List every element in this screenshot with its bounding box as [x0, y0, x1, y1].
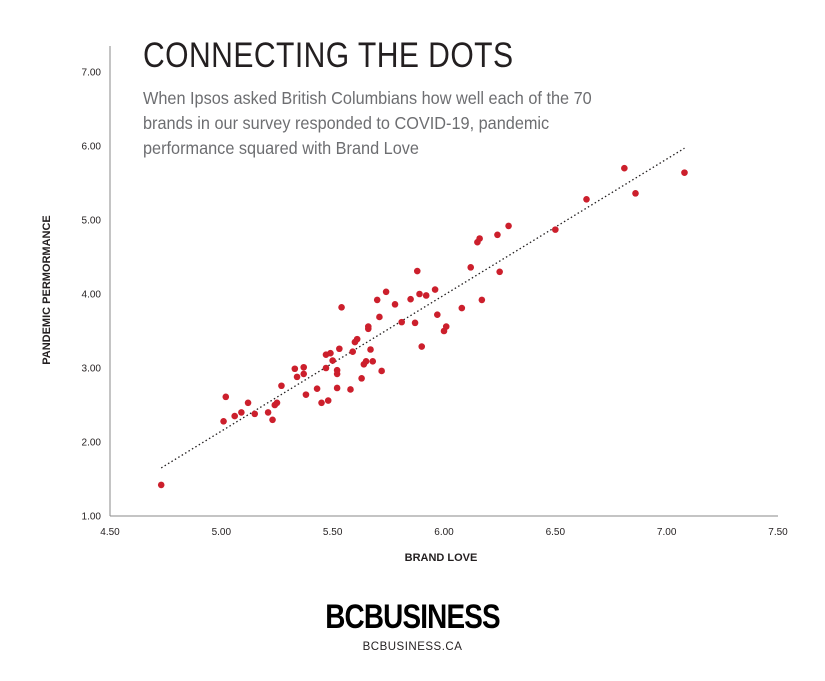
- y-tick-label: 3.00: [82, 364, 102, 375]
- data-points: [157, 164, 688, 489]
- y-tick-label: 4.00: [82, 290, 102, 301]
- bcbusiness-logo: BCBUSINESS: [325, 598, 500, 636]
- x-tick-label: 5.00: [212, 527, 232, 538]
- data-point: [327, 349, 334, 357]
- data-point: [300, 363, 308, 371]
- data-point: [442, 323, 450, 330]
- y-tick-label: 2.00: [82, 438, 102, 449]
- trend-line: [160, 147, 685, 469]
- data-point: [552, 226, 559, 233]
- data-point: [505, 222, 512, 230]
- data-point: [324, 397, 332, 404]
- x-axis-label: BRAND LOVE: [405, 552, 478, 564]
- data-point: [238, 409, 245, 416]
- data-point: [467, 264, 475, 271]
- data-point: [378, 367, 385, 375]
- data-point: [313, 385, 321, 393]
- data-point: [338, 304, 345, 311]
- data-point: [157, 481, 165, 489]
- data-point: [364, 323, 372, 330]
- x-tick-label: 4.50: [100, 527, 120, 538]
- data-point: [269, 416, 276, 424]
- data-point: [278, 382, 285, 390]
- data-point: [293, 373, 301, 381]
- x-tick-label: 7.00: [657, 527, 677, 538]
- data-point: [411, 319, 419, 327]
- data-point: [222, 393, 230, 401]
- data-point: [318, 399, 325, 407]
- data-point: [376, 313, 383, 321]
- data-point: [347, 386, 354, 393]
- data-point: [407, 295, 414, 303]
- data-point: [353, 335, 361, 343]
- x-tick-labels: 4.50 5.00 5.50 6.00 6.50 7.00 7.50: [100, 527, 788, 538]
- data-point: [358, 375, 365, 382]
- chart-title: CONNECTING THE DOTS: [143, 36, 514, 75]
- axes: [109, 46, 778, 517]
- data-point: [681, 169, 688, 176]
- data-point: [621, 164, 628, 172]
- x-tick-label: 5.50: [323, 527, 343, 538]
- data-point: [494, 231, 501, 239]
- chart-subtitle: When Ipsos asked British Columbians how …: [143, 88, 592, 158]
- x-tick-label: 6.50: [546, 527, 566, 538]
- data-point: [333, 384, 341, 392]
- data-point: [413, 267, 421, 275]
- data-point: [322, 364, 330, 372]
- data-point: [231, 412, 238, 420]
- y-tick-label: 5.00: [82, 216, 102, 227]
- data-point: [333, 370, 341, 378]
- data-point: [362, 358, 370, 365]
- brand-url: BCBUSINESS.CA: [362, 641, 463, 653]
- data-point: [273, 399, 281, 407]
- data-point: [220, 417, 227, 425]
- data-point: [251, 410, 259, 418]
- data-point: [369, 358, 377, 365]
- data-point: [244, 399, 252, 407]
- data-point: [416, 290, 423, 298]
- data-point: [632, 190, 639, 197]
- data-point: [434, 311, 441, 319]
- y-tick-label: 7.00: [82, 68, 102, 79]
- y-tick-label: 1.00: [82, 512, 102, 523]
- data-point: [398, 318, 405, 326]
- data-point: [336, 345, 343, 353]
- y-tick-label: 6.00: [82, 142, 102, 153]
- y-axis-label: PANDEMIC PERMORMANCE: [41, 215, 53, 365]
- data-point: [367, 346, 374, 353]
- data-point: [264, 409, 272, 416]
- data-point: [373, 296, 381, 304]
- data-point: [349, 348, 357, 356]
- x-tick-label: 7.50: [768, 527, 788, 538]
- data-point: [329, 357, 336, 364]
- data-point: [478, 296, 486, 304]
- data-point: [391, 301, 399, 308]
- data-point: [496, 268, 503, 276]
- data-point: [583, 195, 590, 203]
- data-point: [418, 343, 426, 350]
- y-tick-labels: 1.00 2.00 3.00 4.00 5.00 6.00 7.00: [82, 68, 102, 523]
- data-point: [302, 391, 310, 398]
- x-tick-label: 6.00: [434, 527, 454, 538]
- data-point: [458, 304, 466, 312]
- data-point: [291, 365, 299, 373]
- data-point: [476, 235, 483, 242]
- data-point: [431, 286, 439, 293]
- data-point: [422, 292, 430, 299]
- data-point: [382, 288, 390, 296]
- data-point: [300, 370, 308, 378]
